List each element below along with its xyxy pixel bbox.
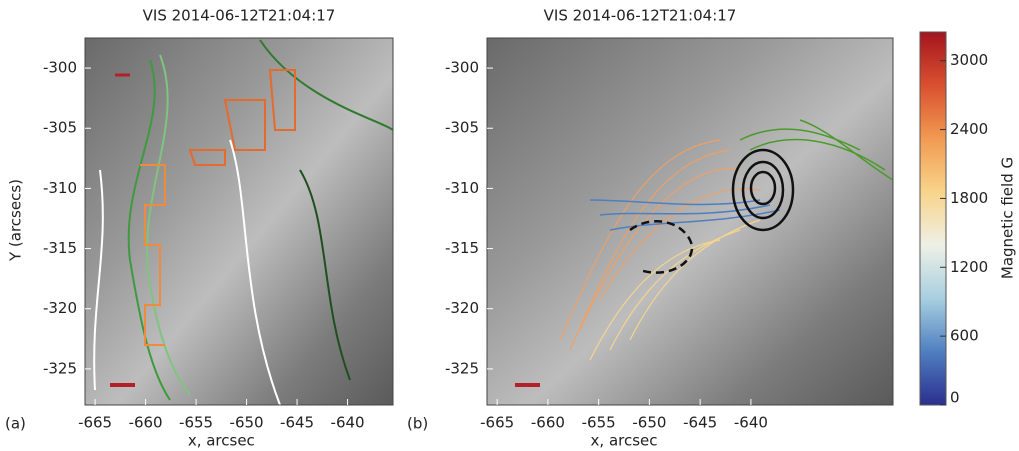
panel-label: (b) [407,415,428,433]
colorbar-tick-label: 600 [950,327,979,345]
x-tick-label: -660 [129,414,163,432]
y-tick-label: -310 [43,179,77,197]
y-tick-label: -300 [43,59,77,77]
x-tick-label: -645 [280,414,314,432]
y-tick-label: -325 [445,359,479,377]
y-tick-label: -320 [43,299,77,317]
x-tick-label: -640 [734,414,768,432]
panel-label: (a) [5,415,26,433]
y-tick-label: -315 [445,239,479,257]
x-axis-label: x, arcsec [188,432,255,450]
colorbar-tick-label: 1200 [950,258,988,276]
y-tick-label: -315 [43,239,77,257]
solar-image [85,38,393,405]
y-tick-label: -320 [445,299,479,317]
y-tick-label: -325 [43,359,77,377]
x-tick-label: -665 [480,414,514,432]
colorbar [920,32,946,405]
colorbar-tick-label: 3000 [950,51,988,69]
x-tick-label: -640 [331,414,365,432]
panels [85,38,893,405]
figure: Magnetic field G VIS 2014-06-12T21:04:17… [0,0,1019,451]
y-tick-label: -305 [43,119,77,137]
y-tick-label: -305 [445,119,479,137]
x-tick-label: -665 [78,414,112,432]
x-tick-label: -655 [179,414,213,432]
y-tick-label: -310 [445,179,479,197]
colorbar-label: Magnetic field G [999,157,1017,279]
y-tick-label: -300 [445,59,479,77]
colorbar-tick-label: 0 [950,389,960,407]
colorbar-tick-label: 2400 [950,120,988,138]
x-tick-label: -660 [531,414,565,432]
y-axis-label: Y (arcsecs) [7,179,25,262]
x-tick-label: -650 [632,414,666,432]
x-axis-label: x, arcsec [591,432,658,450]
x-tick-label: -645 [683,414,717,432]
x-tick-label: -655 [582,414,616,432]
colorbar-tick-label: 1800 [950,189,988,207]
x-tick-label: -650 [230,414,264,432]
panel-title: VIS 2014-06-12T21:04:17 [143,7,336,25]
panel-title: VIS 2014-06-12T21:04:17 [544,7,737,25]
